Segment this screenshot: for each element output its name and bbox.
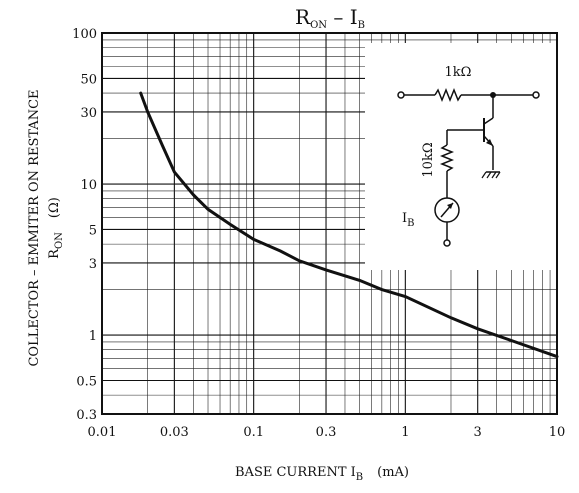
- series-line: [139, 91, 559, 359]
- y-tick-label: 50: [80, 72, 97, 87]
- terminal-bottom: [443, 239, 451, 247]
- y-tick-label: 10: [80, 178, 97, 193]
- y-axis-label: COLLECTOR – EMMITER ON RESTANCE: [27, 89, 42, 366]
- x-tick-label: 0.03: [160, 425, 189, 440]
- plot-frame: [101, 32, 558, 415]
- resistor-10k-label: 10kΩ: [421, 142, 436, 177]
- resistor-10k-icon: [439, 144, 455, 172]
- y-tick-label: 3: [89, 257, 97, 272]
- y-tick-label: 5: [89, 223, 97, 238]
- x-tick-label: 0.01: [88, 425, 117, 440]
- inset-circuit: 1kΩ 10kΩ IB: [365, 43, 556, 270]
- inset-background: [365, 43, 556, 270]
- y-tick-label: 30: [80, 106, 97, 121]
- svg-text:COLLECTOR – EMMITER ON RESTANC: COLLECTOR – EMMITER ON RESTANCE: [27, 89, 42, 366]
- x-tick-label: 0.1: [243, 425, 264, 440]
- x-tick-label: 3: [474, 425, 482, 440]
- y-tick-label: 1: [89, 329, 97, 344]
- y-tick-labels: 100 50 30 10 5 3 1 0.5 0.3: [72, 27, 97, 423]
- svg-text:RON(Ω): RON(Ω): [47, 197, 65, 259]
- terminal-right: [532, 91, 540, 99]
- resistor-1k-icon: [434, 87, 462, 103]
- chart-title: RON – IB: [295, 5, 365, 31]
- y-axis-label-ron: RON(Ω): [47, 197, 65, 259]
- y-tick-label: 0.3: [76, 408, 97, 423]
- resistor-1k-label: 1kΩ: [445, 65, 472, 80]
- x-tick-label: 1: [401, 425, 409, 440]
- terminal-left: [397, 91, 405, 99]
- y-tick-label: 100: [72, 27, 97, 42]
- meter-label: IB: [402, 211, 415, 229]
- series-layer: [139, 91, 559, 359]
- x-tick-label: 0.3: [316, 425, 337, 440]
- x-axis-label: BASE CURRENT IB (mA): [235, 465, 409, 483]
- x-tick-labels: 0.01 0.03 0.1 0.3 1 3 10: [88, 425, 566, 440]
- y-tick-label: 0.5: [76, 374, 97, 389]
- x-tick-label: 10: [549, 425, 566, 440]
